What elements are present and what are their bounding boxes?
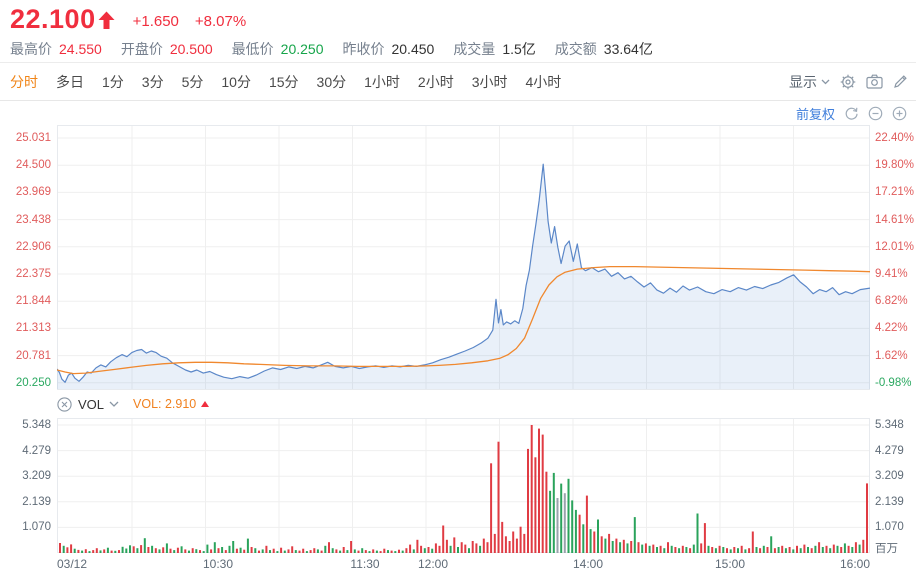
volume-unit-label: 百万 bbox=[875, 543, 898, 555]
price-tick: 25.031 bbox=[15, 132, 51, 144]
price-tick: 23.969 bbox=[15, 186, 51, 198]
percent-tick: 19.80% bbox=[875, 159, 915, 171]
percent-tick: 1.62% bbox=[875, 350, 908, 362]
price-tick: 22.375 bbox=[15, 268, 51, 280]
interval-toolbar: 分时 多日 1分 3分 5分 10分 15分 30分 1小时 2小时 3小时 4小时 显示 bbox=[0, 63, 916, 101]
volume-tick: 4.279 bbox=[875, 445, 904, 457]
volume-tick: 2.139 bbox=[22, 496, 51, 508]
price-tick: 22.906 bbox=[15, 241, 51, 253]
volume-tick: 1.070 bbox=[875, 521, 904, 533]
percent-tick: 17.21% bbox=[875, 186, 915, 198]
tab-10m[interactable]: 10分 bbox=[221, 73, 251, 90]
price-up-arrow-icon bbox=[98, 11, 115, 29]
volume-up-triangle-icon bbox=[201, 401, 210, 407]
stat-turnover: 成交额 33.64亿 bbox=[554, 41, 653, 57]
close-indicator-icon[interactable] bbox=[57, 396, 72, 412]
tab-intraday[interactable]: 分时 bbox=[10, 73, 38, 90]
price-tick: 21.844 bbox=[15, 295, 51, 307]
volume-tick: 5.348 bbox=[22, 419, 51, 431]
stat-prev-close: 昨收价 20.450 bbox=[342, 41, 435, 57]
chart-controls: 前复权 bbox=[796, 103, 907, 123]
tab-1m[interactable]: 1分 bbox=[102, 73, 124, 90]
price-tick: 23.438 bbox=[15, 214, 51, 226]
percent-tick: 22.40% bbox=[875, 132, 915, 144]
volume-chart: 百万 5.348 5.348 4.279 4.279 3.209 3.209 2.139 2.… bbox=[0, 418, 916, 555]
percent-tick: 12.01% bbox=[875, 241, 915, 253]
percent-tick: 6.82% bbox=[875, 295, 908, 307]
percent-tick: 14.61% bbox=[875, 214, 915, 226]
quote-stats: 最高价 24.550 开盘价 20.500 最低价 20.250 昨收价 20.450 成交量 1… bbox=[10, 39, 672, 59]
quote-header: 22.100 +1.650 +8.07% 最高价 24.550 开盘价 20.500 最… bbox=[0, 0, 916, 63]
tab-multi-day[interactable]: 多日 bbox=[56, 73, 84, 90]
zoom-out-icon[interactable] bbox=[868, 106, 883, 121]
time-tick: 03/12 bbox=[57, 557, 88, 571]
reset-view-icon[interactable] bbox=[844, 106, 859, 121]
price-row: 22.100 +1.650 +8.07% bbox=[10, 5, 246, 33]
time-tick: 15:00 bbox=[714, 557, 746, 571]
time-tick: 12:00 bbox=[417, 557, 449, 571]
volume-tick: 4.279 bbox=[22, 445, 51, 457]
time-tick: 11:30 bbox=[350, 557, 380, 571]
tab-15m[interactable]: 15分 bbox=[268, 73, 299, 90]
tab-1h[interactable]: 1小时 bbox=[364, 73, 400, 90]
time-axis: 03/12 10:30 11:30 12:00 14:00 15:00 16:00 bbox=[0, 553, 916, 575]
volume-tick: 3.209 bbox=[875, 470, 904, 482]
zoom-in-icon[interactable] bbox=[892, 106, 907, 121]
volume-chart-plot[interactable] bbox=[57, 418, 870, 553]
volume-indicator-header: VOL VOL: 2.910 bbox=[57, 391, 210, 417]
volume-current-value: VOL: 2.910 bbox=[133, 397, 197, 411]
time-tick: 10:30 bbox=[202, 557, 234, 571]
percent-tick: 4.22% bbox=[875, 322, 908, 334]
price-tick: 20.781 bbox=[15, 350, 51, 362]
settings-gear-icon[interactable] bbox=[840, 74, 856, 90]
toolbar-right: 显示 bbox=[789, 63, 908, 100]
indicator-chevron-down-icon[interactable] bbox=[109, 401, 119, 408]
display-dropdown[interactable]: 显示 bbox=[789, 72, 830, 92]
price-tick: 24.500 bbox=[15, 159, 51, 171]
volume-tick: 2.139 bbox=[875, 496, 904, 508]
time-tick: 16:00 bbox=[839, 557, 870, 571]
display-label: 显示 bbox=[789, 73, 817, 90]
tab-3m[interactable]: 3分 bbox=[141, 73, 164, 90]
tab-30m[interactable]: 30分 bbox=[316, 73, 347, 90]
stat-low: 最低价 20.250 bbox=[231, 41, 324, 57]
tab-4h[interactable]: 4小时 bbox=[525, 73, 562, 90]
volume-tick: 3.209 bbox=[22, 470, 51, 482]
tab-3h[interactable]: 3小时 bbox=[471, 73, 508, 90]
interval-tabs: 分时 多日 1分 3分 5分 10分 15分 30分 1小时 2小时 3小时 4小时 bbox=[1, 63, 570, 100]
chevron-down-icon bbox=[821, 79, 830, 84]
price-tick: 20.250 bbox=[15, 377, 51, 389]
forward-adjusted-toggle[interactable]: 前复权 bbox=[795, 106, 835, 122]
draw-pencil-icon[interactable] bbox=[893, 74, 908, 89]
volume-tick: 1.070 bbox=[22, 521, 51, 533]
screenshot-camera-icon[interactable] bbox=[866, 74, 883, 89]
stat-open: 开盘价 20.500 bbox=[120, 41, 213, 57]
stat-volume: 成交量 1.5亿 bbox=[453, 41, 536, 57]
percent-tick: -0.98% bbox=[875, 377, 912, 389]
price-chart-plot[interactable] bbox=[57, 125, 870, 390]
stat-high: 最高价 24.550 bbox=[10, 41, 102, 57]
tab-5m[interactable]: 5分 bbox=[181, 73, 204, 90]
current-price: 22.100 bbox=[10, 4, 96, 34]
time-tick: 14:00 bbox=[572, 557, 604, 571]
price-tick: 21.313 bbox=[15, 322, 51, 334]
tab-2h[interactable]: 2小时 bbox=[417, 73, 454, 90]
price-change-percent: +8.07% bbox=[194, 13, 247, 30]
indicator-name: VOL bbox=[78, 396, 105, 412]
volume-tick: 5.348 bbox=[875, 419, 904, 431]
price-change: +1.650 bbox=[132, 13, 179, 30]
price-chart: 25.031 24.500 23.969 23.438 22.906 22.375 21.8… bbox=[0, 125, 916, 390]
percent-tick: 9.41% bbox=[875, 268, 908, 280]
